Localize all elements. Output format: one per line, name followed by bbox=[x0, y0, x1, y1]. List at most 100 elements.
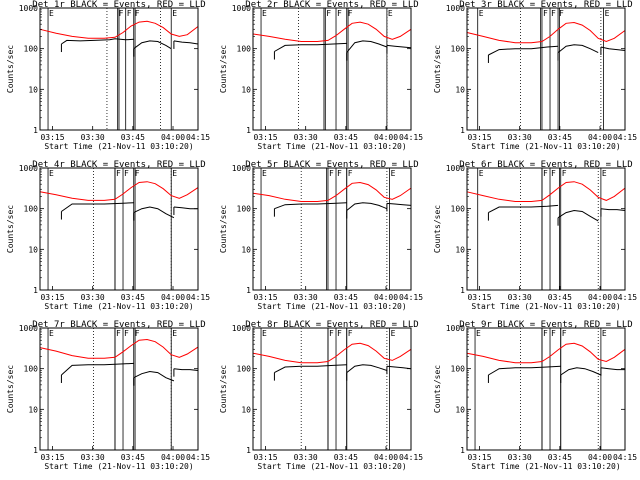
interval-box bbox=[541, 327, 562, 451]
x-tick-label: 03:45 bbox=[334, 293, 358, 302]
y-tick-label: 100 bbox=[237, 365, 252, 374]
y-tick-label: 100 bbox=[24, 365, 39, 374]
chart-title: Det 4r BLACK = Events, RED = LLD bbox=[32, 160, 205, 170]
x-axis-label: Start Time (21-Nov-11 03:10:20) bbox=[257, 142, 406, 151]
y-axis-label: Counts/sec bbox=[433, 205, 442, 253]
marker-label: E bbox=[388, 9, 393, 18]
y-tick-label: 1 bbox=[460, 286, 465, 295]
y-tick-label: 100 bbox=[451, 205, 466, 214]
y-tick-label: 100 bbox=[237, 45, 252, 54]
series-lld bbox=[252, 181, 412, 202]
x-tick-label: 03:15 bbox=[40, 453, 64, 462]
y-tick-label: 1 bbox=[33, 126, 38, 135]
marker-label: E bbox=[476, 329, 481, 338]
chart-title: Det 2r BLACK = Events, RED = LLD bbox=[245, 0, 418, 10]
x-tick-label: 03:45 bbox=[548, 293, 572, 302]
marker-label: F bbox=[348, 9, 353, 18]
series-lld bbox=[466, 181, 626, 202]
x-axis-label: Start Time (21-Nov-11 03:10:20) bbox=[471, 142, 620, 151]
y-tick-label: 10 bbox=[455, 85, 465, 94]
series-events bbox=[133, 206, 175, 219]
chart-title: Det 7r BLACK = Events, RED = LLD bbox=[32, 320, 205, 330]
x-tick-label: 03:15 bbox=[253, 293, 277, 302]
x-tick-label: 03:45 bbox=[121, 453, 145, 462]
x-tick-label: 04:00 bbox=[161, 133, 185, 142]
chart-title: Det 5r BLACK = Events, RED = LLD bbox=[245, 160, 418, 170]
y-tick-label: 1 bbox=[460, 126, 465, 135]
y-axis-label: Counts/sec bbox=[219, 45, 228, 93]
marker-label: E bbox=[49, 9, 54, 18]
x-tick-label: 04:15 bbox=[613, 133, 637, 142]
marker-label: F bbox=[543, 329, 548, 338]
series-events bbox=[386, 365, 412, 370]
marker-label: E bbox=[479, 169, 484, 178]
series-lld bbox=[252, 342, 412, 364]
series-events bbox=[488, 45, 559, 56]
y-tick-label: 100 bbox=[24, 45, 39, 54]
y-axis-label: Counts/sec bbox=[6, 45, 15, 93]
x-tick-label: 03:30 bbox=[81, 453, 105, 462]
series-events bbox=[557, 209, 599, 222]
x-tick-label: 04:00 bbox=[588, 133, 612, 142]
marker-label: F bbox=[116, 329, 121, 338]
marker-label: F bbox=[559, 9, 564, 18]
x-tick-label: 03:30 bbox=[81, 133, 105, 142]
marker-label: F bbox=[348, 169, 353, 178]
series-events bbox=[386, 202, 412, 206]
y-tick-label: 1000 bbox=[446, 4, 465, 13]
series-events bbox=[488, 365, 561, 376]
marker-label: E bbox=[602, 329, 607, 338]
x-tick-label: 04:15 bbox=[399, 453, 423, 462]
y-tick-label: 10 bbox=[455, 405, 465, 414]
series-events bbox=[386, 44, 412, 49]
marker-label: E bbox=[49, 329, 54, 338]
series-events bbox=[346, 40, 388, 53]
plot-frame bbox=[39, 327, 199, 451]
y-axis-label: Counts/sec bbox=[6, 365, 15, 413]
marker-label: F bbox=[337, 329, 342, 338]
x-axis-label: Start Time (21-Nov-11 03:10:20) bbox=[471, 302, 620, 311]
chart-title: Det 6r BLACK = Events, RED = LLD bbox=[459, 160, 632, 170]
marker-label: F bbox=[562, 169, 567, 178]
marker-label: E bbox=[172, 329, 177, 338]
series-events bbox=[133, 40, 172, 50]
y-tick-label: 1000 bbox=[232, 4, 251, 13]
series-lld bbox=[39, 20, 199, 39]
marker-label: F bbox=[551, 329, 556, 338]
series-events bbox=[488, 204, 559, 214]
y-tick-label: 10 bbox=[241, 405, 251, 414]
chart-title: Det 8r BLACK = Events, RED = LLD bbox=[245, 320, 418, 330]
marker-label: F bbox=[329, 329, 334, 338]
series-events bbox=[61, 38, 134, 45]
marker-label: F bbox=[337, 9, 342, 18]
marker-label: F bbox=[543, 169, 548, 178]
y-tick-label: 1000 bbox=[446, 324, 465, 333]
y-tick-label: 1 bbox=[33, 286, 38, 295]
x-axis-label: Start Time (21-Nov-11 03:10:20) bbox=[44, 302, 193, 311]
y-tick-label: 1000 bbox=[19, 164, 38, 173]
series-events bbox=[600, 367, 625, 371]
series-events bbox=[560, 367, 602, 376]
marker-label: E bbox=[605, 9, 610, 18]
series-events bbox=[346, 202, 388, 211]
x-tick-label: 03:15 bbox=[467, 293, 491, 302]
y-tick-label: 100 bbox=[451, 365, 466, 374]
marker-label: F bbox=[543, 9, 548, 18]
y-tick-label: 10 bbox=[241, 85, 251, 94]
y-axis-label: Counts/sec bbox=[6, 205, 15, 253]
chart-title: Det 3r BLACK = Events, RED = LLD bbox=[459, 0, 632, 10]
marker-label: F bbox=[119, 9, 124, 18]
y-tick-label: 1 bbox=[33, 446, 38, 455]
x-tick-label: 03:30 bbox=[294, 453, 318, 462]
x-axis-label: Start Time (21-Nov-11 03:10:20) bbox=[44, 462, 193, 471]
marker-label: E bbox=[262, 329, 267, 338]
x-tick-label: 04:15 bbox=[186, 293, 210, 302]
x-tick-label: 04:00 bbox=[161, 293, 185, 302]
y-tick-label: 10 bbox=[28, 85, 38, 94]
series-lld bbox=[466, 21, 626, 44]
y-tick-label: 1 bbox=[246, 286, 251, 295]
x-tick-label: 04:00 bbox=[588, 453, 612, 462]
